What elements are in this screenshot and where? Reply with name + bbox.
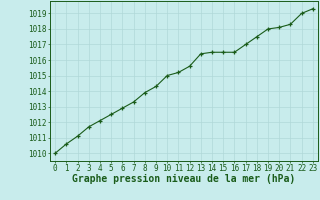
X-axis label: Graphe pression niveau de la mer (hPa): Graphe pression niveau de la mer (hPa) <box>72 174 296 184</box>
